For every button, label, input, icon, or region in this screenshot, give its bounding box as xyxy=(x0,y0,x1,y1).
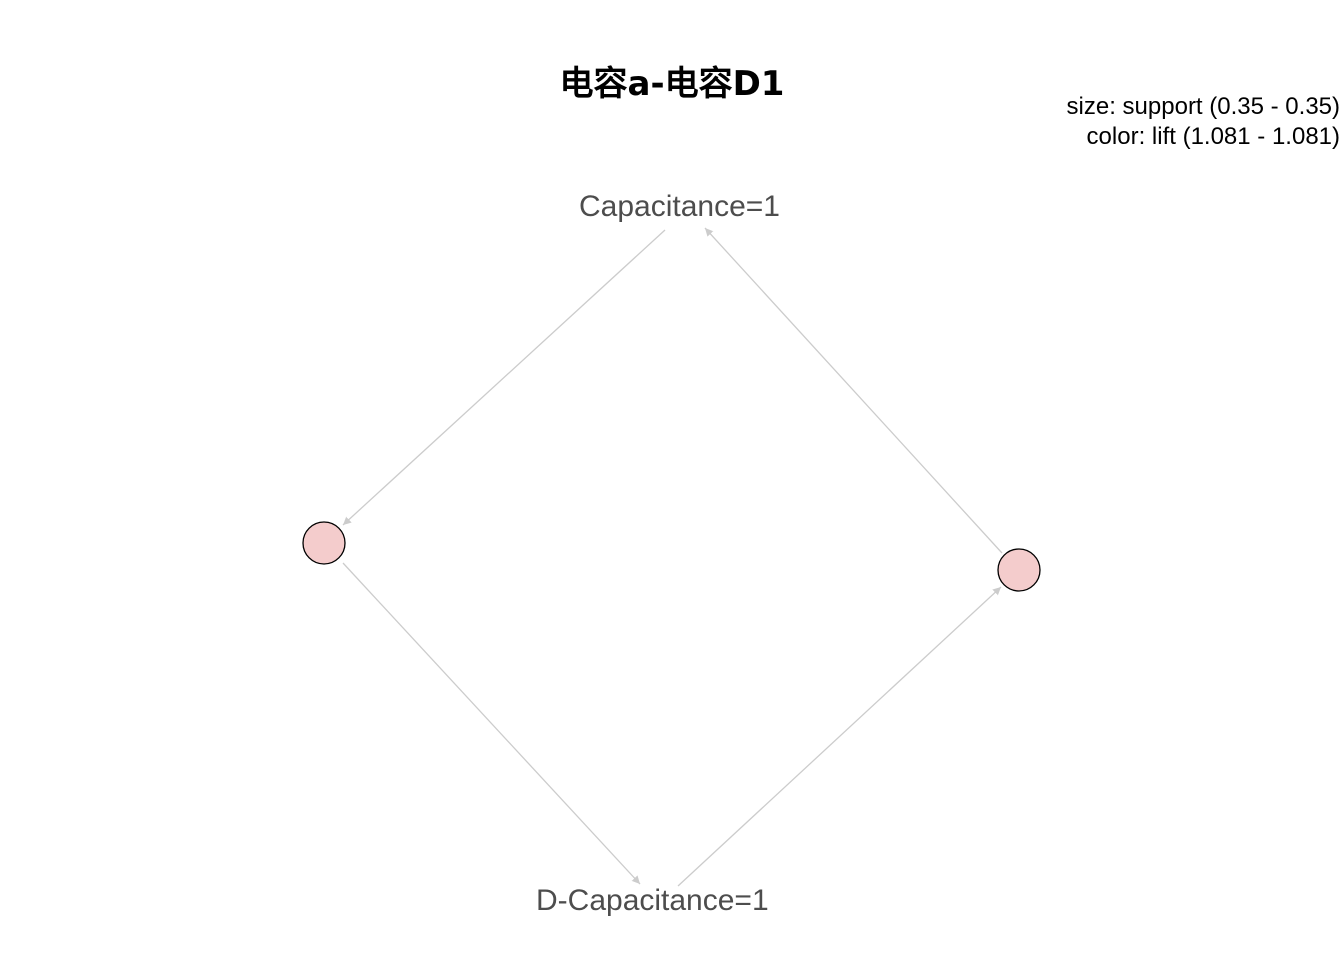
item-label-capacitance[interactable]: Capacitance=1 xyxy=(579,190,780,224)
edge-rule-2-to-capacitance xyxy=(705,228,1002,553)
rule-node-2[interactable] xyxy=(998,549,1040,591)
rule-node-1[interactable] xyxy=(303,522,345,564)
legend: size: support (0.35 - 0.35) color: lift … xyxy=(1067,92,1340,152)
legend-size: size: support (0.35 - 0.35) xyxy=(1067,92,1340,122)
edge-capacitance-to-rule-1 xyxy=(343,230,665,525)
edge-d-capacitance-to-rule-2 xyxy=(678,587,1001,886)
legend-color: color: lift (1.081 - 1.081) xyxy=(1067,122,1340,152)
edge-rule-1-to-d-capacitance xyxy=(343,563,640,884)
item-label-d-capacitance[interactable]: D-Capacitance=1 xyxy=(536,884,769,918)
